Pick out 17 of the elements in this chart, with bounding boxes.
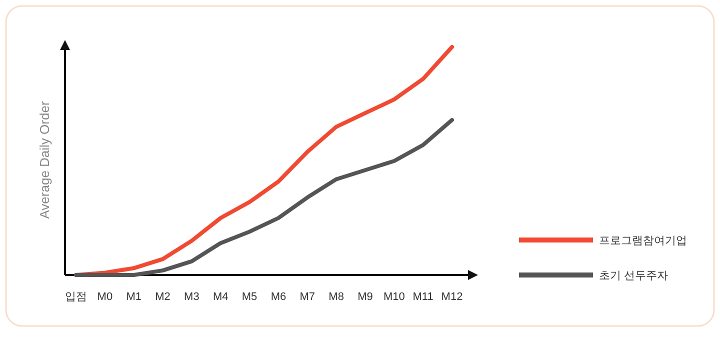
x-tick-label: M5: [242, 291, 258, 303]
text: 프로그램참여기업: [599, 235, 687, 247]
x-tick-label: M4: [212, 291, 228, 303]
x-tick-label: M0: [97, 291, 113, 303]
x-tick-label: M3: [184, 291, 200, 303]
x-tick-label: M12: [441, 291, 463, 303]
x-tick-label: M10: [383, 291, 405, 303]
y-axis-title: Average Daily Order: [37, 100, 52, 219]
x-tick-label: M1: [126, 291, 142, 303]
x-tick-label: M6: [270, 291, 286, 303]
x-tick-label: M8: [328, 291, 344, 303]
x-tick-label: M11: [412, 291, 434, 303]
x-tick-label: M7: [300, 291, 316, 303]
x-tick-label: 입점: [65, 291, 87, 303]
x-tick-label: M9: [358, 291, 373, 303]
x-tick-label: M2: [155, 291, 170, 303]
text: 초기 선두주자: [599, 270, 668, 282]
